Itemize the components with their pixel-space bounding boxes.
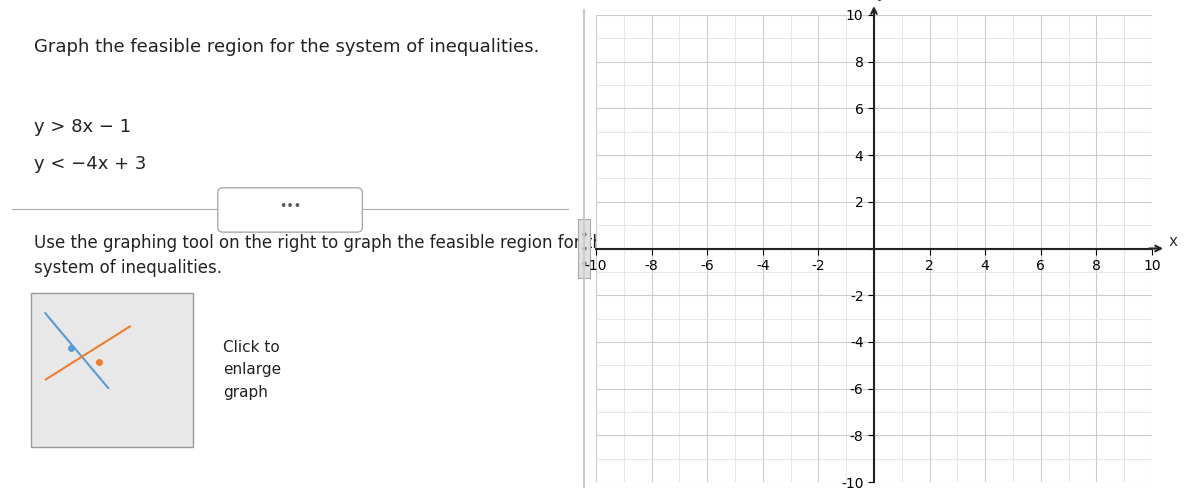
Text: y > 8x − 1: y > 8x − 1	[35, 118, 131, 136]
FancyBboxPatch shape	[217, 188, 362, 232]
Text: •••: •••	[278, 200, 301, 213]
Text: y < −4x + 3: y < −4x + 3	[35, 155, 146, 173]
Text: Graph the feasible region for the system of inequalities.: Graph the feasible region for the system…	[35, 38, 540, 56]
Text: y: y	[876, 0, 886, 1]
Text: x: x	[1169, 234, 1177, 249]
Text: Click to
enlarge
graph: Click to enlarge graph	[223, 340, 282, 400]
Text: Use the graphing tool on the right to graph the feasible region for the
system o: Use the graphing tool on the right to gr…	[35, 235, 613, 277]
FancyBboxPatch shape	[31, 293, 193, 447]
